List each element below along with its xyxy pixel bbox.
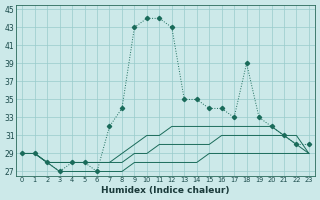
- X-axis label: Humidex (Indice chaleur): Humidex (Indice chaleur): [101, 186, 230, 195]
